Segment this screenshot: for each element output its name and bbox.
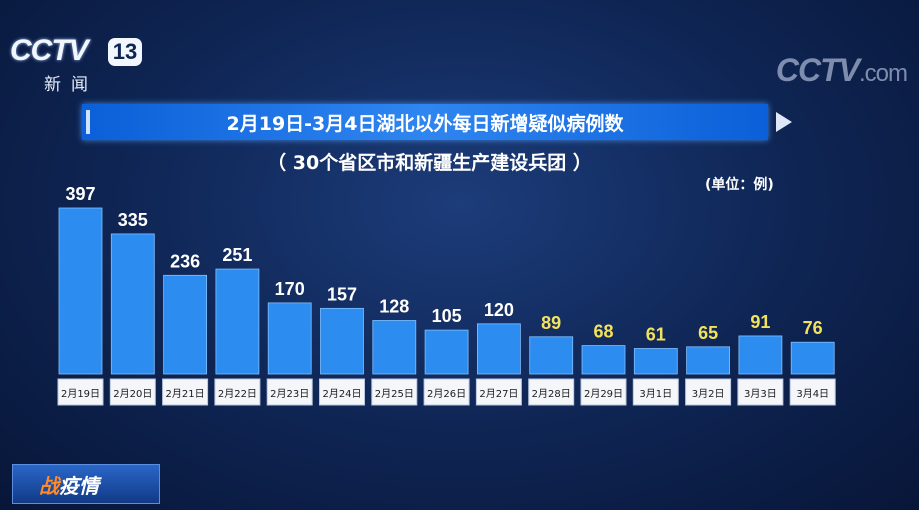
bar-value-label: 91 [750,312,770,332]
cctv-com-watermark: CCTV.com [775,52,908,89]
watermark-suffix: .com [858,60,908,87]
category-label: 2月22日 [218,388,257,400]
bar-group: 105 2月26日 [423,306,470,406]
category-label: 3月1日 [639,388,672,400]
bar-group: 61 3月1日 [632,324,679,406]
logo-char-zhan: 战 [39,473,59,498]
bar-value-label: 128 [379,296,409,316]
bar-value-label: 68 [593,322,613,342]
category-label: 2月23日 [270,388,309,400]
bar [476,323,521,375]
category-label-box [632,378,679,406]
bar-group: 89 2月28日 [528,313,575,406]
logo-chars-yiqing: 疫情 [59,473,99,498]
category-label: 3月3日 [744,388,777,400]
bar-group: 335 2月20日 [109,210,156,406]
bar [529,336,574,375]
bar-group: 170 2月23日 [266,279,313,406]
bar-group: 236 2月21日 [162,251,209,406]
category-label: 3月2日 [692,388,725,400]
bar [738,335,783,375]
category-label-box [475,378,522,406]
bar-value-label: 65 [698,323,718,343]
bar-value-label: 61 [646,324,666,344]
bar-group: 251 2月22日 [214,245,261,406]
bar [372,320,417,375]
bar-value-label: 157 [327,284,357,304]
bar [215,268,260,375]
bar-value-label: 236 [170,251,200,271]
bar-group: 91 3月3日 [737,312,784,406]
category-label-box [528,378,575,406]
bar-group: 68 2月29日 [580,322,627,406]
category-label-box [685,378,732,406]
chart-title: 2月19日-3月4日湖北以外每日新增疑似病例数 [226,112,624,135]
bar [424,329,469,375]
channel-name: 新闻 [44,75,98,95]
bar [163,274,208,375]
play-arrow-icon [776,112,792,132]
category-label-box [57,378,104,406]
bar [320,307,364,375]
category-label: 2月21日 [166,388,205,400]
category-label: 3月4日 [796,388,829,400]
bar-value-label: 335 [118,210,148,230]
category-label: 2月24日 [322,388,361,400]
category-label: 2月28日 [532,388,571,400]
bar [267,302,312,375]
category-label-box [319,378,365,406]
category-label-box [109,378,156,406]
bar-group: 76 3月4日 [789,318,836,406]
category-label: 2月20日 [113,388,152,400]
bar-value-label: 397 [65,184,95,204]
category-label-box [789,378,836,406]
category-label-box [580,378,627,406]
category-label-box [737,378,784,406]
bar-value-label: 170 [275,279,305,299]
category-label: 2月27日 [479,388,518,400]
bar-group: 65 3月2日 [685,323,732,406]
bar [58,207,103,375]
category-label-box [162,378,209,406]
cctv-logo-text: CCTV [10,34,89,67]
bar-value-label: 251 [222,245,252,265]
bar [790,341,835,375]
category-label-box [371,378,418,406]
category-label-box [266,378,313,406]
category-label-box [214,378,261,406]
category-label: 2月25日 [375,388,414,400]
bar-value-label: 76 [803,318,823,338]
bar-group: 397 2月19日 [57,184,104,406]
chart-title-bar: 2月19日-3月4日湖北以外每日新增疑似病例数 [82,104,768,140]
bar-group: 157 2月24日 [319,284,365,406]
bar-value-label: 105 [432,306,462,326]
category-label: 2月26日 [427,388,466,400]
bar [110,233,155,375]
unit-label: (单位：例) [705,177,774,193]
watermark-brand: CCTV [775,52,860,88]
category-label-box [423,378,470,406]
category-label: 2月29日 [584,388,623,400]
bar-group: 128 2月25日 [371,296,418,406]
bar-value-label: 120 [484,300,514,320]
bar-group: 120 2月27日 [475,300,522,406]
zhan-yiqing-logo: 战 疫情 [12,464,160,504]
bar-value-label: 89 [541,313,561,333]
bar [581,345,626,375]
channel-number: 13 [108,38,142,66]
bar [686,346,730,375]
category-label: 2月19日 [61,388,100,400]
chart-subtitle: （ 30个省区市和新疆生产建设兵团 ） [267,152,592,174]
bar [633,348,678,375]
cctv13-logo: CCTV 13 新闻 [10,34,145,96]
